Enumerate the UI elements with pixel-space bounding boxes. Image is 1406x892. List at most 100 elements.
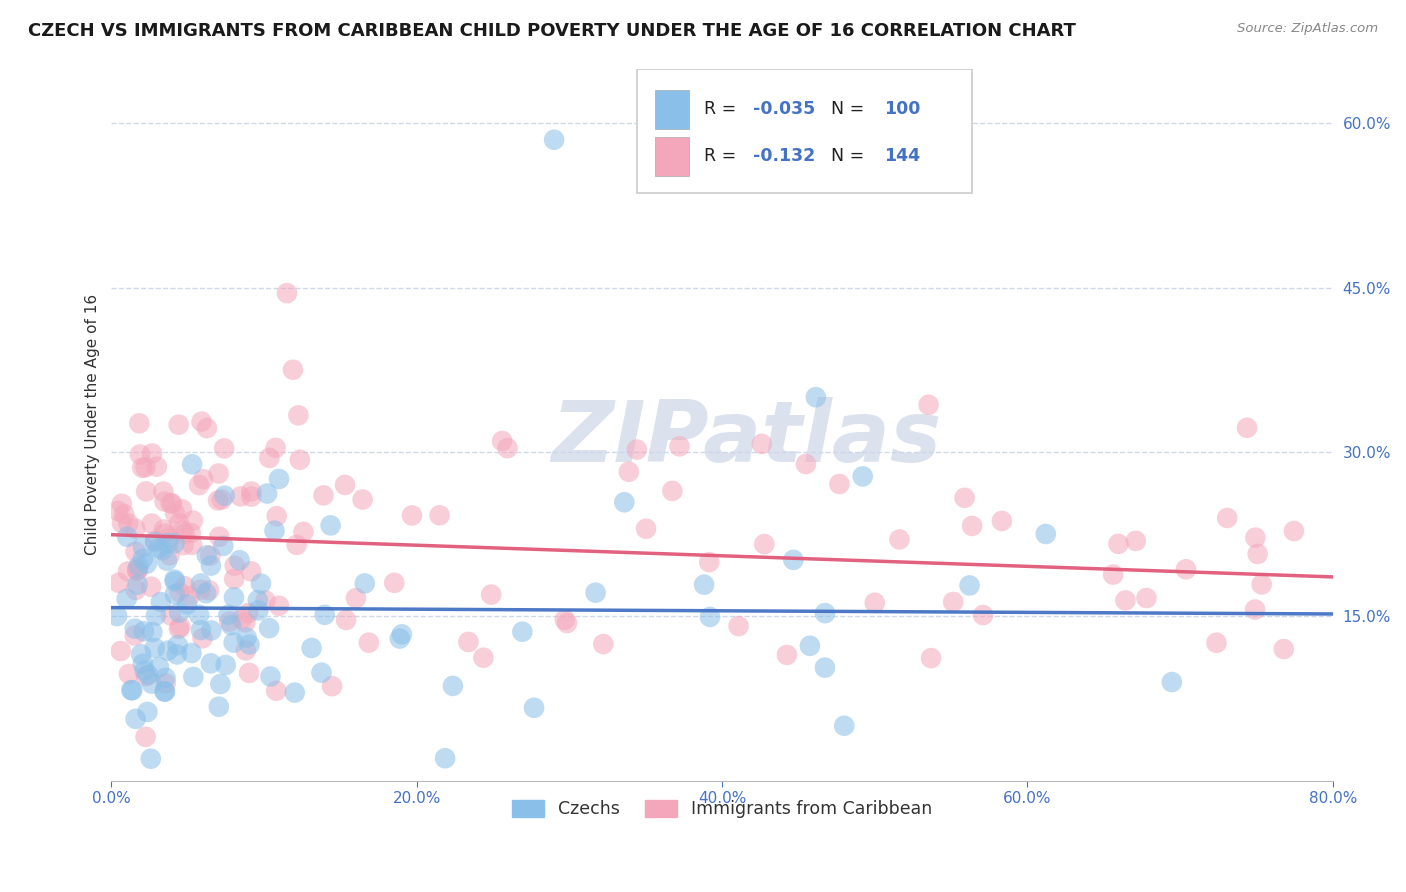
Point: [141, 516, 163, 531]
Point: [212, 442, 235, 456]
Point: [111, 497, 134, 511]
Text: R =: R =: [704, 147, 741, 165]
Point: [176, 598, 198, 612]
Point: [167, 622, 190, 636]
Point: [920, 651, 942, 665]
Point: [1205, 636, 1227, 650]
Point: [401, 508, 423, 523]
Point: [167, 417, 190, 432]
Point: [173, 527, 195, 541]
Point: [224, 572, 246, 586]
Point: [167, 606, 190, 620]
Point: [132, 657, 155, 671]
Point: [863, 596, 886, 610]
Point: [118, 667, 141, 681]
Point: [153, 684, 176, 698]
Point: [120, 683, 142, 698]
Point: [153, 526, 176, 541]
Point: [321, 679, 343, 693]
Point: [259, 450, 281, 465]
Point: [181, 670, 204, 684]
Point: [143, 640, 166, 655]
Point: [693, 577, 716, 591]
Point: [163, 573, 186, 587]
Text: 100: 100: [884, 100, 921, 118]
Point: [132, 551, 155, 566]
Point: [626, 442, 648, 457]
Point: [139, 580, 162, 594]
Point: [613, 495, 636, 509]
Point: [727, 619, 749, 633]
Text: -0.035: -0.035: [752, 100, 815, 118]
Point: [472, 650, 495, 665]
Point: [156, 554, 179, 568]
Point: [523, 700, 546, 714]
Point: [169, 585, 191, 599]
Point: [159, 608, 181, 623]
Point: [148, 541, 170, 555]
Point: [357, 635, 380, 649]
Point: [267, 472, 290, 486]
Point: [195, 421, 218, 435]
Point: [1282, 524, 1305, 538]
Point: [287, 409, 309, 423]
Point: [288, 452, 311, 467]
Y-axis label: Child Poverty Under the Age of 16: Child Poverty Under the Age of 16: [86, 294, 100, 555]
Point: [256, 486, 278, 500]
Point: [125, 582, 148, 597]
Point: [391, 627, 413, 641]
Point: [128, 417, 150, 431]
Point: [124, 522, 146, 536]
Point: [264, 441, 287, 455]
Point: [145, 608, 167, 623]
Point: [240, 484, 263, 499]
Point: [219, 618, 242, 632]
Point: [240, 490, 263, 504]
Point: [754, 537, 776, 551]
Point: [208, 530, 231, 544]
Point: [959, 578, 981, 592]
Point: [217, 607, 239, 622]
Point: [152, 523, 174, 537]
Point: [434, 751, 457, 765]
FancyBboxPatch shape: [655, 89, 689, 128]
Point: [776, 648, 799, 662]
Text: -0.132: -0.132: [752, 147, 815, 165]
Point: [235, 643, 257, 657]
Text: ZIPatlas: ZIPatlas: [551, 397, 942, 480]
Point: [238, 606, 260, 620]
Point: [228, 553, 250, 567]
Point: [543, 133, 565, 147]
Point: [751, 437, 773, 451]
Point: [207, 467, 229, 481]
Point: [441, 679, 464, 693]
Point: [173, 538, 195, 552]
Point: [1135, 591, 1157, 605]
Point: [235, 631, 257, 645]
Point: [238, 665, 260, 680]
Point: [311, 665, 333, 680]
Text: R =: R =: [704, 100, 741, 118]
Point: [699, 610, 721, 624]
Point: [263, 524, 285, 538]
Point: [190, 582, 212, 597]
Point: [160, 497, 183, 511]
Point: [198, 583, 221, 598]
Point: [127, 564, 149, 578]
Text: Source: ZipAtlas.com: Source: ZipAtlas.com: [1237, 22, 1378, 36]
Point: [240, 565, 263, 579]
Point: [917, 398, 939, 412]
Point: [169, 620, 191, 634]
Point: [143, 535, 166, 549]
Point: [180, 526, 202, 541]
Point: [852, 469, 875, 483]
Point: [195, 586, 218, 600]
Point: [333, 478, 356, 492]
Point: [167, 516, 190, 531]
Point: [214, 489, 236, 503]
Point: [155, 676, 177, 690]
Point: [259, 669, 281, 683]
Point: [181, 457, 204, 471]
Point: [267, 599, 290, 613]
Point: [960, 519, 983, 533]
